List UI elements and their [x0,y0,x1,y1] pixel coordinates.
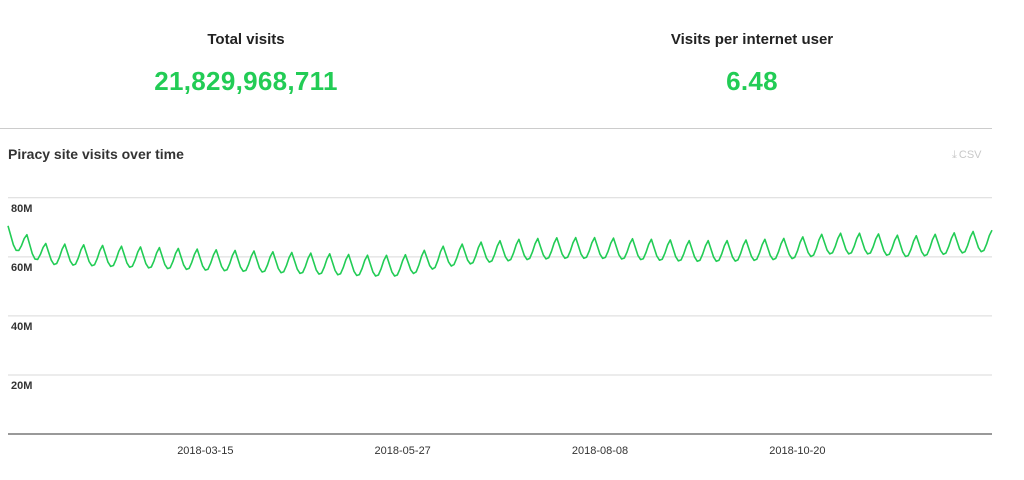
download-icon: ⤓ [952,149,957,161]
y-tick-label: 80M [11,203,32,215]
series-line [7,225,993,277]
csv-label: CSV [958,149,982,161]
x-tick-label: 2018-10-20 [769,445,825,457]
csv-download-button[interactable]: ⤓ CSV [952,149,982,162]
y-tick-label: 60M [11,262,32,274]
chart-title: Piracy site visits over time [8,146,184,162]
total-visits-label: Total visits [207,31,285,48]
visits-per-user-value: 6.48 [726,66,778,96]
x-tick-label: 2018-05-27 [375,445,431,457]
section-divider [0,128,992,129]
y-tick-label: 40M [11,321,32,333]
visits-per-user-label: Visits per internet user [670,31,834,48]
y-tick-label: 20M [11,380,32,392]
x-tick-label: 2018-08-08 [572,445,628,457]
total-visits-value: 21,829,968,711 [154,66,338,96]
x-tick-label: 2018-03-15 [177,445,233,457]
